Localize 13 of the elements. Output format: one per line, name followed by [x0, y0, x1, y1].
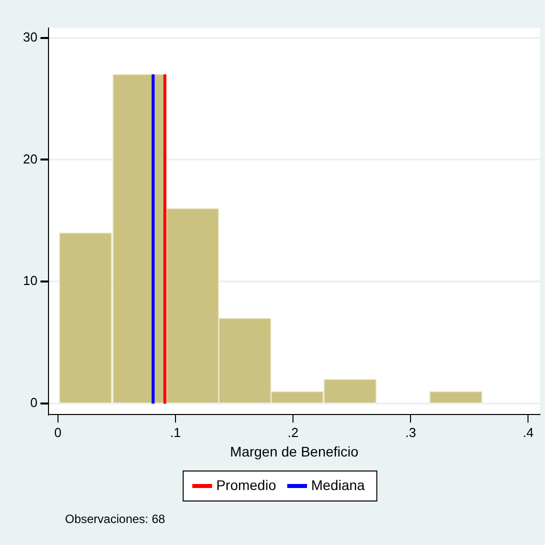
- y-tick-label: 10: [22, 273, 38, 288]
- x-tick-label: .2: [288, 424, 298, 440]
- legend-label: Mediana: [311, 476, 366, 493]
- y-tick-label: 20: [22, 151, 38, 166]
- text: Observaciones: 68: [65, 512, 166, 526]
- y-tick-label: 30: [22, 29, 38, 44]
- legend-label: Promedio: [216, 476, 276, 493]
- x-tick-label: .4: [522, 424, 534, 440]
- y-tick-label: 0: [30, 395, 38, 410]
- x-tick-label: 0: [54, 424, 62, 440]
- x-tick-label: .3: [405, 424, 416, 440]
- x-tick-label: .1: [170, 424, 181, 440]
- x-axis-title: Margen de Beneficio: [230, 443, 359, 460]
